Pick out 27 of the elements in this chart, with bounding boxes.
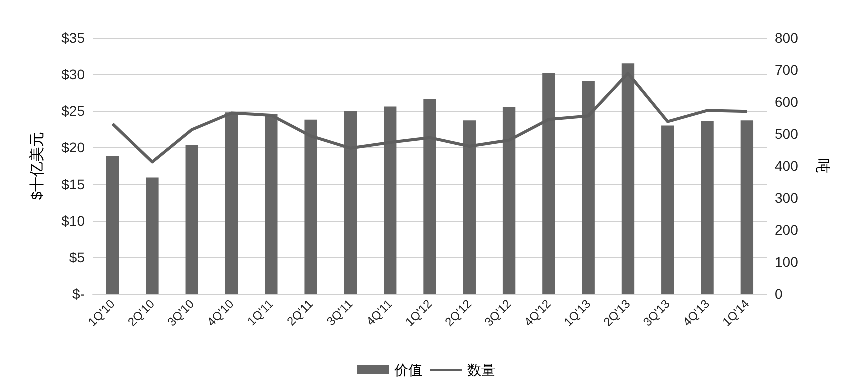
y2-tick-label: 300 (775, 190, 799, 206)
bar (662, 126, 674, 294)
y-tick-label: $5 (69, 249, 86, 266)
legend-label: 数量 (468, 362, 496, 378)
y2-tick-label: 700 (775, 62, 799, 78)
y2-tick-label: 200 (775, 222, 799, 238)
y-tick-label: $35 (62, 30, 86, 46)
y-tick-label: $25 (62, 103, 86, 120)
y2-tick-label: 0 (775, 286, 783, 302)
y2-tick-label: 600 (775, 94, 799, 110)
y-tick-label: $- (72, 286, 86, 302)
y2-tick-label: 500 (775, 126, 799, 142)
y-tick-label: $30 (62, 66, 86, 83)
y2-tick-label: 100 (775, 254, 799, 270)
bar (106, 156, 120, 294)
bar (146, 178, 159, 294)
y-axis-title: $十亿美元 (29, 132, 46, 200)
y2-tick-label: 800 (775, 30, 799, 46)
y-tick-label: $15 (62, 176, 86, 192)
bar (740, 120, 754, 294)
y-tick-label: $20 (62, 140, 86, 156)
y-tick-label: $10 (62, 212, 86, 229)
legend-label: 价值 (394, 362, 422, 378)
y2-tick-label: 400 (775, 158, 799, 174)
y2-axis-title: 吨 (814, 158, 831, 174)
bar (186, 146, 198, 294)
bar (701, 121, 714, 294)
